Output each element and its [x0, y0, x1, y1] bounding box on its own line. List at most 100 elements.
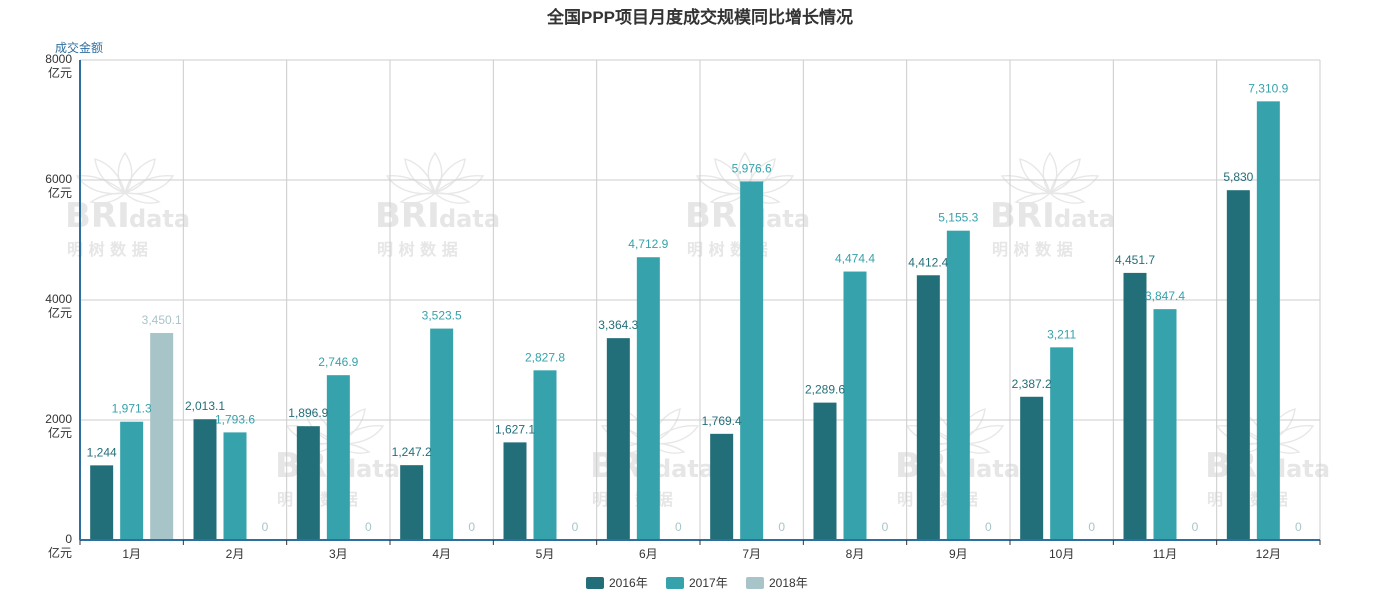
watermark-brand: BRI — [685, 196, 750, 236]
data-label: 4,712.9 — [628, 237, 668, 251]
data-label: 0 — [468, 520, 475, 534]
data-label: 4,412.4 — [908, 255, 948, 269]
bar — [710, 433, 734, 540]
data-label: 0 — [882, 520, 889, 534]
bar — [1123, 272, 1147, 540]
bar — [843, 271, 867, 540]
data-label: 0 — [1192, 520, 1199, 534]
x-tick-label: 7月 — [742, 547, 761, 561]
bar — [533, 370, 557, 540]
legend-item: 2017年 — [666, 576, 728, 590]
x-tick-label: 11月 — [1153, 547, 1177, 561]
watermark-suffix: data — [129, 205, 190, 233]
data-label: 3,450.1 — [142, 313, 182, 327]
data-label: 3,364.3 — [598, 318, 638, 332]
bar — [636, 257, 660, 540]
data-label: 2,289.6 — [805, 383, 845, 397]
bar — [740, 181, 764, 541]
bar — [430, 328, 454, 540]
data-label: 0 — [365, 520, 372, 534]
data-label: 0 — [1295, 520, 1302, 534]
y-tick-label: 2000 — [45, 412, 72, 426]
bar — [1256, 101, 1280, 540]
data-label: 1,769.4 — [702, 414, 742, 428]
watermark-suffix: data — [439, 205, 500, 233]
legend: 2016年 2017年 2018年 — [586, 576, 808, 590]
legend-item: 2016年 — [586, 576, 648, 590]
bar — [1020, 396, 1044, 540]
data-label: 5,976.6 — [732, 161, 772, 175]
data-label: 2,746.9 — [318, 355, 358, 369]
watermark-brand: BRI — [990, 196, 1055, 236]
data-label: 2,387.2 — [1012, 377, 1052, 391]
bar — [1153, 309, 1177, 540]
data-label: 5,155.3 — [938, 211, 978, 225]
data-label: 0 — [778, 520, 785, 534]
y-tick-label: 8000 — [45, 52, 72, 66]
bar — [193, 419, 217, 540]
data-label: 1,896.9 — [288, 406, 328, 420]
bar — [400, 465, 424, 540]
data-label: 1,971.3 — [112, 402, 152, 416]
chart-title: 全国PPP项目月度成交规模同比增长情况 — [546, 7, 853, 27]
legend-swatch — [746, 577, 764, 589]
x-tick-label: 8月 — [846, 547, 865, 561]
bar — [946, 230, 970, 540]
data-label: 3,523.5 — [422, 309, 462, 323]
legend-item: 2018年 — [746, 576, 808, 590]
bar — [326, 375, 350, 540]
watermark-suffix: data — [1054, 205, 1115, 233]
x-tick-label: 1月 — [122, 547, 141, 561]
watermark-cn: 明 树 数 据 — [67, 240, 148, 259]
bar — [1226, 190, 1250, 540]
gridlines — [80, 59, 1321, 540]
legend-swatch — [586, 577, 604, 589]
y-tick-label: 6000 — [45, 172, 72, 186]
data-label: 4,474.4 — [835, 252, 875, 266]
data-label: 0 — [1088, 520, 1095, 534]
legend-label: 2017年 — [689, 576, 728, 590]
data-label: 1,247.2 — [392, 445, 432, 459]
watermark-brand: BRI — [375, 196, 440, 236]
y-tick-unit: 亿元 — [48, 545, 72, 560]
watermark-cn: 明 树 数 据 — [592, 490, 673, 509]
x-tick-label: 2月 — [226, 547, 245, 561]
x-tick-label: 12月 — [1256, 547, 1281, 561]
data-label: 0 — [985, 520, 992, 534]
y-tick-label: 4000 — [45, 292, 72, 306]
legend-label: 2018年 — [769, 576, 808, 590]
y-tick-unit: 亿元 — [48, 65, 72, 80]
watermark-suffix: data — [654, 455, 715, 483]
bar-series — [90, 101, 1280, 541]
data-label: 0 — [675, 520, 682, 534]
data-label: 1,793.6 — [215, 412, 255, 426]
bar — [813, 402, 837, 540]
watermark-cn: 明 树 数 据 — [992, 240, 1073, 259]
bar — [1050, 347, 1074, 540]
y-tick-unit: 亿元 — [48, 305, 72, 320]
bar — [120, 421, 144, 540]
y-tick-label: 0 — [65, 532, 72, 546]
data-label: 0 — [572, 520, 579, 534]
bar — [223, 432, 247, 540]
legend-label: 2016年 — [609, 576, 648, 590]
bar — [90, 465, 114, 540]
data-label: 0 — [262, 520, 269, 534]
bar — [296, 426, 320, 540]
data-label: 1,244 — [87, 445, 117, 459]
x-tick-label: 9月 — [949, 547, 968, 561]
x-tick-label: 6月 — [639, 547, 658, 561]
y-tick-unit: 亿元 — [48, 425, 72, 440]
data-label: 2,827.8 — [525, 350, 565, 364]
watermark-cn: 明 树 数 据 — [377, 240, 458, 259]
data-label: 3,847.4 — [1145, 289, 1185, 303]
data-label: 7,310.9 — [1248, 81, 1288, 95]
bar — [606, 338, 630, 540]
data-labels: 1,244 2,013.1 1,896.9 1,247.2 1,627.1 3,364.3… — [87, 81, 1302, 534]
y-tick-unit: 亿元 — [48, 185, 72, 200]
data-label: 4,451.7 — [1115, 253, 1155, 267]
